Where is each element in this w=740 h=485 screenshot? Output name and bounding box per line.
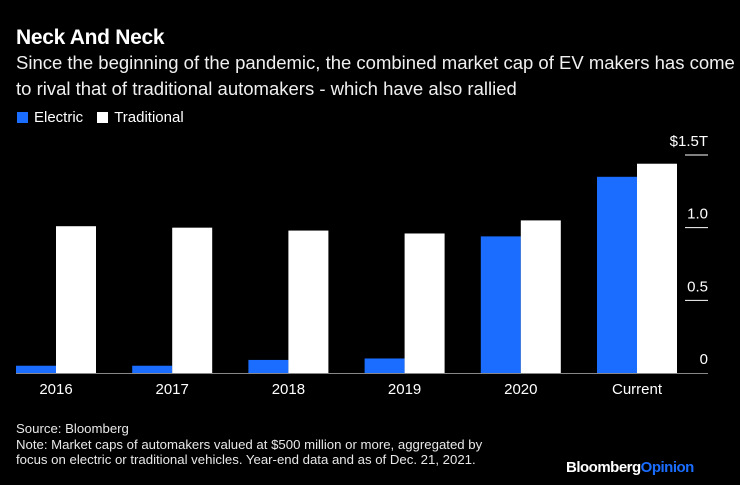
x-tick-label: 2020 bbox=[504, 381, 537, 398]
x-tick-label: 2017 bbox=[156, 381, 189, 398]
legend-item-traditional: Traditional bbox=[97, 109, 184, 126]
x-tick-label: 2019 bbox=[388, 381, 421, 398]
logo-opinion: Opinion bbox=[640, 459, 695, 476]
y-tick-label: 0 bbox=[700, 351, 708, 368]
bar-electric-2017 bbox=[132, 365, 173, 373]
x-tick-label: Current bbox=[612, 381, 663, 398]
legend-label-traditional: Traditional bbox=[114, 109, 184, 126]
x-tick-label: 2018 bbox=[272, 381, 305, 398]
source-text: Source: Bloomberg bbox=[16, 421, 129, 436]
x-axis: 2016 2017 2018 2019 2020 Current bbox=[16, 373, 708, 398]
legend: Electric Traditional bbox=[17, 109, 192, 126]
y-tick-label: 0.5 bbox=[687, 278, 708, 295]
footer: Source: Bloomberg Note: Market caps of a… bbox=[16, 421, 482, 468]
bars-group bbox=[16, 163, 677, 373]
y-axis: 0 0.5 1.0 $1.5T bbox=[670, 133, 708, 368]
bar-electric-current bbox=[597, 176, 637, 373]
bar-electric-2018 bbox=[248, 359, 289, 373]
bar-traditional-2020 bbox=[520, 220, 561, 373]
bar-traditional-2017 bbox=[172, 227, 213, 373]
y-tick-label: 1.0 bbox=[687, 206, 708, 223]
legend-swatch-traditional bbox=[97, 112, 109, 123]
legend-label-electric: Electric bbox=[34, 109, 84, 126]
bar-traditional-2018 bbox=[288, 230, 329, 373]
bar-electric-2019 bbox=[364, 358, 405, 373]
bar-traditional-2019 bbox=[404, 233, 445, 373]
chart-subtitle: Since the beginning of the pandemic, the… bbox=[16, 52, 735, 99]
logo-bloomberg: Bloomberg bbox=[566, 459, 641, 476]
note-line-1: Note: Market caps of automakers valued a… bbox=[16, 436, 483, 452]
note-line-2: focus on electric or traditional vehicle… bbox=[16, 452, 476, 467]
x-tick-label: 2016 bbox=[39, 381, 72, 398]
bar-chart: 0 0.5 1.0 $1.5T 2016 2017 2018 2019 2020 Current bbox=[16, 133, 708, 398]
bar-traditional-current bbox=[637, 163, 677, 373]
y-tick-label: $1.5T bbox=[670, 133, 708, 150]
bloomberg-opinion-logo: BloombergOpinion bbox=[566, 459, 694, 476]
bar-traditional-2016 bbox=[56, 226, 96, 373]
bar-electric-2016 bbox=[16, 365, 56, 373]
legend-item-electric: Electric bbox=[17, 109, 83, 126]
bar-electric-2020 bbox=[480, 236, 521, 373]
legend-swatch-electric bbox=[17, 112, 28, 123]
chart-title: Neck And Neck bbox=[16, 26, 165, 49]
